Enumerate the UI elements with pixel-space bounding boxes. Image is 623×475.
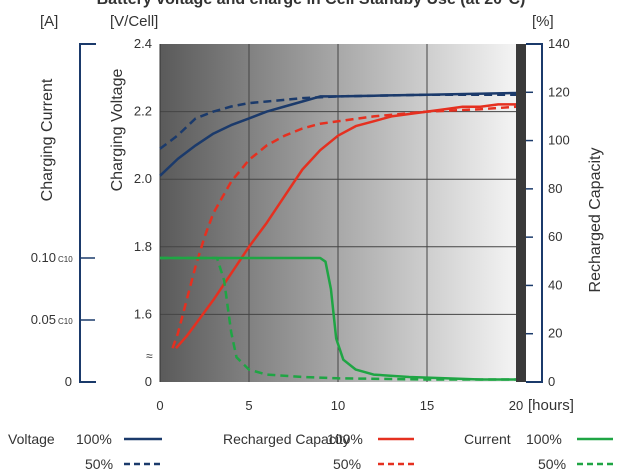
axis-break-mark: ≈ xyxy=(146,349,153,363)
current-axis-bracket xyxy=(79,43,96,383)
voltage-tick-label: 2.4 xyxy=(134,36,152,51)
x-tick-label: 5 xyxy=(245,398,252,413)
current-tick-label: 0 xyxy=(65,374,72,389)
capacity-axis-bracket xyxy=(526,43,543,383)
voltage-tick-label: 2.2 xyxy=(134,104,152,119)
legend: Voltage 100% 50% Recharged Capacity 100%… xyxy=(8,431,613,472)
legend-current-100-label: 100% xyxy=(526,431,562,447)
x-tick-label: 15 xyxy=(420,398,434,413)
capacity-axis-unit: [%] xyxy=(532,13,554,30)
capacity-tick-label: 100 xyxy=(548,133,570,148)
legend-capacity-100-label: 100% xyxy=(327,431,363,447)
current-axis-title: Charging Current xyxy=(39,78,56,201)
capacity-axis-title: Recharged Capacity xyxy=(587,148,604,293)
capacity-tick-label: 0 xyxy=(548,374,555,389)
capacity-tick-label: 20 xyxy=(548,326,562,341)
capacity-tick-label: 140 xyxy=(548,36,570,51)
x-ticks: 0 5 10 15 20 xyxy=(156,398,523,413)
voltage-ticks: 2.4 2.2 2.0 1.8 1.6 0 xyxy=(134,36,152,389)
capacity-tick-label: 60 xyxy=(548,229,562,244)
x-tick-label: 0 xyxy=(156,398,163,413)
x-tick-label: 10 xyxy=(331,398,345,413)
x-axis-unit: [hours] xyxy=(528,397,574,414)
chart-title: Battery voltage and charge in Cell Stand… xyxy=(97,0,526,8)
legend-voltage-50-label: 50% xyxy=(85,456,113,472)
series-capacity-100-line xyxy=(175,103,516,350)
series-capacity-50-line xyxy=(171,105,517,349)
legend-capacity-50-label: 50% xyxy=(333,456,361,472)
capacity-tick-label: 120 xyxy=(548,84,570,99)
capacity-tick-label: 40 xyxy=(548,277,562,292)
right-axis-strip xyxy=(516,44,526,382)
voltage-tick-label: 1.8 xyxy=(134,239,152,254)
series-current-50-line xyxy=(160,256,516,381)
current-tick-label: 0.05 xyxy=(31,312,56,327)
current-tick-label: 0.10 xyxy=(31,250,56,265)
voltage-tick-label: 2.0 xyxy=(134,171,152,186)
current-axis-unit: [A] xyxy=(40,13,58,30)
capacity-ticks: 140 120 100 80 60 40 20 0 xyxy=(526,36,570,389)
legend-voltage-100-label: 100% xyxy=(76,431,112,447)
voltage-axis-title: Charging Voltage xyxy=(109,69,126,192)
current-tick-suffix: C10 xyxy=(58,317,73,326)
voltage-axis-unit: [V/Cell] xyxy=(110,13,158,30)
capacity-tick-label: 80 xyxy=(548,181,562,196)
current-tick-suffix: C10 xyxy=(58,255,73,264)
legend-group-capacity-line1: Recharged Capacity xyxy=(223,431,350,447)
legend-group-current: Current xyxy=(464,431,511,447)
series-layer xyxy=(159,91,517,381)
series-voltage-50-line xyxy=(159,93,516,150)
legend-group-voltage: Voltage xyxy=(8,431,55,447)
grid-lines xyxy=(160,44,516,382)
x-tick-label: 20 xyxy=(509,398,523,413)
voltage-tick-label: 1.6 xyxy=(134,306,152,321)
voltage-tick-label: 0 xyxy=(145,374,152,389)
legend-current-50-label: 50% xyxy=(538,456,566,472)
